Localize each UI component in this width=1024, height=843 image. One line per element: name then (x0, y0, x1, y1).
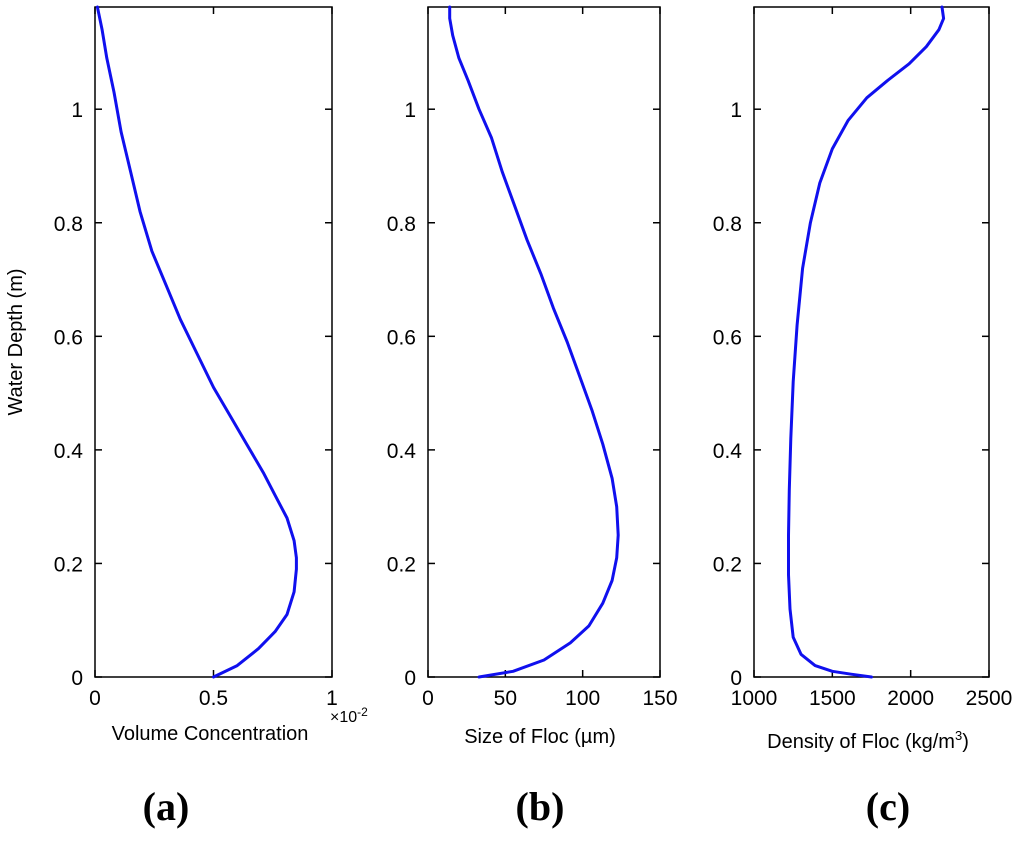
panel-c-xtick-label: 1500 (809, 687, 856, 710)
panel-c-axes-box (753, 6, 990, 678)
panel-c-ytick-label: 1 (730, 99, 742, 122)
panel-c-ytick-label: 0.6 (713, 326, 742, 349)
panel-a-ytick-label: 0.6 (54, 326, 83, 349)
panel-a-xtick-label: 0.5 (199, 687, 228, 710)
panel-a-axes-box (94, 6, 333, 678)
panel-c: 0 0.2 0.4 0.6 0.8 1 1000 1500 2000 2500 Density o… (713, 5, 1013, 829)
panel-b-ytick-label: 0.6 (387, 326, 416, 349)
panel-b-axes-box (427, 6, 661, 678)
panel-a-xtick-label: 1 (326, 687, 338, 710)
panel-b-xtick-label: 0 (422, 687, 434, 710)
panel-label-c: (c) (866, 784, 910, 829)
panel-c-xtick-label: 2000 (887, 687, 934, 710)
panel-c-ytick-label: 0 (730, 667, 742, 690)
panel-a-ytick-label: 0 (71, 667, 83, 690)
panel-label-b: (b) (516, 784, 565, 829)
panel-b: 0 0.2 0.4 0.6 0.8 1 0 50 100 150 Size of Floc (µm… (387, 5, 678, 829)
panel-c-ytick-label: 0.4 (713, 440, 743, 463)
panel-b-xtick-label: 50 (494, 687, 517, 710)
panel-b-series-line (448, 5, 620, 679)
panel-a-xlabel: Volume Concentration (112, 723, 309, 745)
panel-a-series-line (95, 5, 298, 679)
panel-c-xlabel-superscript: 3 (955, 728, 962, 743)
panel-c-xlabel-suffix: ) (962, 731, 969, 753)
panel-a-xtick-label: 0 (89, 687, 101, 710)
panel-c-ytick-label: 0.2 (713, 553, 742, 576)
panel-b-ticks: 0 0.2 0.4 0.6 0.8 1 0 50 100 150 (387, 7, 678, 710)
panel-a-ytick-label: 0.8 (54, 213, 83, 236)
panel-a-x-multiplier-exponent: -2 (357, 705, 368, 719)
panel-b-ytick-label: 0.8 (387, 213, 416, 236)
panel-c-xtick-label: 1000 (731, 687, 778, 710)
panel-b-ytick-label: 0.4 (387, 440, 417, 463)
panel-b-ytick-label: 1 (404, 99, 416, 122)
panel-c-series-line (787, 5, 946, 679)
panel-a-ytick-label: 1 (71, 99, 83, 122)
panel-a: 0 0.2 0.4 0.6 0.8 1 0 0.5 1 Water Depth (m) Volu… (5, 5, 368, 829)
panel-b-ytick-label: 0 (404, 667, 416, 690)
panel-b-xtick-label: 150 (642, 687, 677, 710)
panel-c-ytick-label: 0.8 (713, 213, 742, 236)
panel-b-xtick-label: 100 (565, 687, 600, 710)
panel-c-xtick-label: 2500 (966, 687, 1013, 710)
panel-a-ytick-label: 0.4 (54, 440, 84, 463)
panel-a-x-multiplier-base: ×10 (330, 709, 357, 726)
panel-b-ytick-label: 0.2 (387, 553, 416, 576)
panel-c-ticks: 0 0.2 0.4 0.6 0.8 1 1000 1500 2000 2500 (713, 7, 1013, 710)
panel-c-xlabel-main: Density of Floc (kg/m (767, 731, 955, 753)
panel-a-ticks: 0 0.2 0.4 0.6 0.8 1 0 0.5 1 (54, 7, 338, 710)
panel-a-ylabel: Water Depth (m) (5, 268, 27, 415)
panel-c-xlabel: Density of Floc (kg/m3) (767, 728, 969, 753)
panel-label-a: (a) (143, 784, 190, 829)
panel-a-ytick-label: 0.2 (54, 553, 83, 576)
panel-a-x-multiplier: ×10-2 (330, 705, 368, 726)
panel-b-xlabel: Size of Floc (µm) (464, 726, 616, 748)
